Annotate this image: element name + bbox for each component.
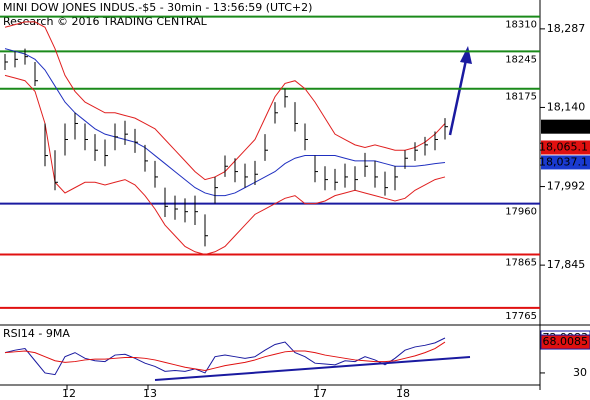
- ma-line: [4, 48, 446, 197]
- forecast-arrow: [448, 59, 468, 136]
- level-label: 18245: [505, 54, 537, 65]
- price-marker-label: 18,065.1: [539, 140, 588, 153]
- price-marker-label: 18,104: [550, 120, 589, 133]
- rsi-y-tick-label: 30: [573, 366, 587, 379]
- rsi-trend-line: [154, 356, 471, 381]
- x-tick-label: 13: [143, 387, 157, 400]
- y-tick-label: 17,845: [547, 258, 586, 271]
- price-marker: [541, 119, 590, 134]
- rsi-title: RSI14 - 9MA: [3, 327, 70, 340]
- chart-title: MINI DOW JONES INDUS.-$5 - 30min - 13:56…: [3, 1, 312, 14]
- level-label: 17960: [505, 207, 537, 218]
- y-tick-label: 18,287: [547, 22, 586, 35]
- level-label: 17865: [505, 257, 537, 268]
- y-tick-label: 18,140: [547, 100, 586, 113]
- lower-line: [4, 74, 446, 255]
- x-tick-label: 18: [396, 387, 410, 400]
- level-label: 18310: [505, 20, 537, 31]
- level-label: 18175: [505, 92, 537, 103]
- chart-subtitle: Research © 2016 TRADING CENTRAL: [3, 15, 208, 28]
- level-label: 17765: [505, 311, 537, 322]
- x-tick-label: 17: [313, 387, 327, 400]
- price-marker: [541, 155, 590, 170]
- x-tick-label: 12: [62, 387, 76, 400]
- rsi-marker: [540, 334, 590, 350]
- price-marker: [541, 140, 590, 155]
- y-tick-label: 17,992: [547, 180, 586, 193]
- rsi-ma-line: [4, 341, 446, 372]
- price-marker-label: 18,037.1: [539, 155, 588, 168]
- rsi-marker-label: 68.0085: [543, 335, 589, 348]
- rsi-line: [4, 337, 446, 376]
